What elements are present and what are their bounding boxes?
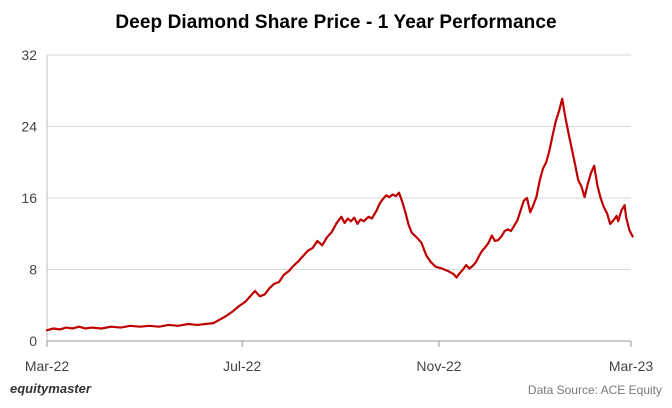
y-tick-label: 32: [21, 47, 37, 63]
y-tick-label: 8: [29, 262, 37, 278]
x-tick-label: Jul-22: [223, 358, 261, 374]
gridlines: [47, 54, 631, 270]
x-tick-label: Mar-22: [25, 358, 70, 374]
price-line: [45, 97, 634, 332]
x-tick-label: Nov-22: [416, 358, 461, 374]
y-tick-label: 24: [21, 119, 37, 135]
x-tick-label: Mar-23: [609, 358, 654, 374]
y-tick-labels: 0 8 16 24 32: [21, 47, 37, 349]
chart-title: Deep Diamond Share Price - 1 Year Perfor…: [115, 12, 557, 33]
x-tick-labels: Mar-22 Jul-22 Nov-22 Mar-23: [25, 358, 654, 374]
axes: [46, 55, 632, 347]
y-tick-label: 16: [21, 190, 37, 206]
series-layer: [45, 97, 634, 332]
data-source-note: Data Source: ACE Equity: [527, 383, 662, 397]
brand-logo-text: equitymaster: [10, 381, 91, 396]
y-tick-label: 0: [29, 333, 37, 349]
